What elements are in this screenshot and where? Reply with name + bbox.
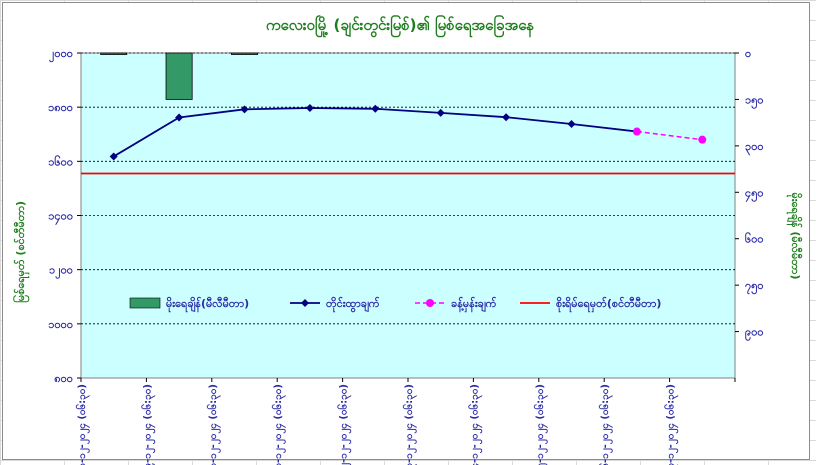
x-tick-label: ၁၁-၁၂-၂၀၂၄ (၀၆:၃၀): [271, 384, 287, 465]
x-tick-label: ၉-၁၂-၂၀၂၄ (၀၆:၃၀): [140, 384, 156, 465]
right-tick-label: ၉၀၀: [745, 326, 764, 342]
measured-point: [240, 105, 249, 114]
measured-point: [109, 152, 118, 161]
rain-bar: [231, 52, 258, 55]
chart-title: ကလေးဝမြို့ (ချင်းတွင်းမြစ်)၏ မြစ်ရေအခြေအ…: [266, 14, 535, 38]
left-axis-title: မြစ်ရေမှတ် (စင်တီမီတာ): [12, 201, 30, 303]
rain-bar: [165, 52, 193, 100]
legend-marker-forecast: [426, 299, 434, 307]
left-tick-label: ၁၄၀၀: [48, 210, 73, 226]
left-tick-label: ၂၀၀၀: [49, 47, 73, 63]
rain-bar: [100, 52, 128, 55]
measured-point: [175, 113, 184, 122]
x-tick-label: ၁၀-၁၂-၂၀၂၄ (၀၆:၃၀): [206, 384, 222, 465]
x-tick-label: ၁၇-၁၂-၂၀၂၄ (၀၆:၃၀): [664, 384, 680, 465]
right-tick-label: ၀: [745, 47, 751, 60]
right-tick-label: ၇၅၀: [745, 279, 764, 295]
legend-label: တိုင်းထွာချက်: [326, 296, 380, 313]
left-tick-label: ၁၆၀၀: [48, 155, 73, 168]
right-tick-label: ၃၀၀: [745, 140, 764, 156]
right-tick-label: ၄၅၀: [745, 186, 764, 202]
forecast-point: [698, 135, 707, 144]
right-tick-label: ၁၅၀: [745, 93, 764, 109]
legend-label: ခန့်မှန်းချက်: [451, 296, 497, 313]
measured-point: [371, 104, 380, 113]
x-tick-label: ၁၃-၁၂-၂၀၂၄ (၀၆:၃၀): [402, 384, 418, 465]
measured-point: [567, 119, 576, 128]
x-tick-label: ၁၂-၁၂-၂၀၂၄ (၀၆:၃၀): [337, 384, 353, 465]
plot-area: [80, 52, 736, 379]
left-tick-label: ၈၀၀: [54, 372, 73, 385]
left-tick-label: ၁၈၀၀: [48, 101, 73, 114]
left-tick-label: ၁၂၀၀: [49, 264, 73, 280]
x-tick-label: ၁၄-၁၂-၂၀၂၄ (၀၆:၃၀): [467, 384, 483, 465]
legend-label: မိုးရေချိန်(မီလီမီတာ): [166, 296, 249, 313]
x-tick-label: ၁၅-၁၂-၂၀၂၄ (၀၆:၃၀): [533, 384, 549, 465]
measured-point: [305, 103, 314, 112]
forecast-point: [632, 127, 641, 136]
left-tick-label: ၁၀၀၀: [48, 318, 73, 331]
forecast-series-line: [636, 130, 703, 141]
right-tick-label: ၆၀၀: [745, 233, 764, 246]
legend-marker-measured: [301, 299, 309, 307]
x-tick-label: ၁၆-၁၂-၂၀၂၄ (၀၆:၃၀): [598, 384, 614, 465]
legend-label: စိုးရိမ်ရေမှတ်(စင်တီမီတာ): [556, 296, 661, 313]
legend-swatch-rain: [129, 297, 161, 309]
x-tick-label: ၈-၁၂-၂၀၂၄ (၀၆:၃၀): [75, 384, 91, 465]
measured-point: [502, 113, 511, 122]
right-axis-title: မိုးရေချိန် (မီလီမီတာ): [786, 193, 803, 280]
measured-point: [436, 108, 445, 117]
